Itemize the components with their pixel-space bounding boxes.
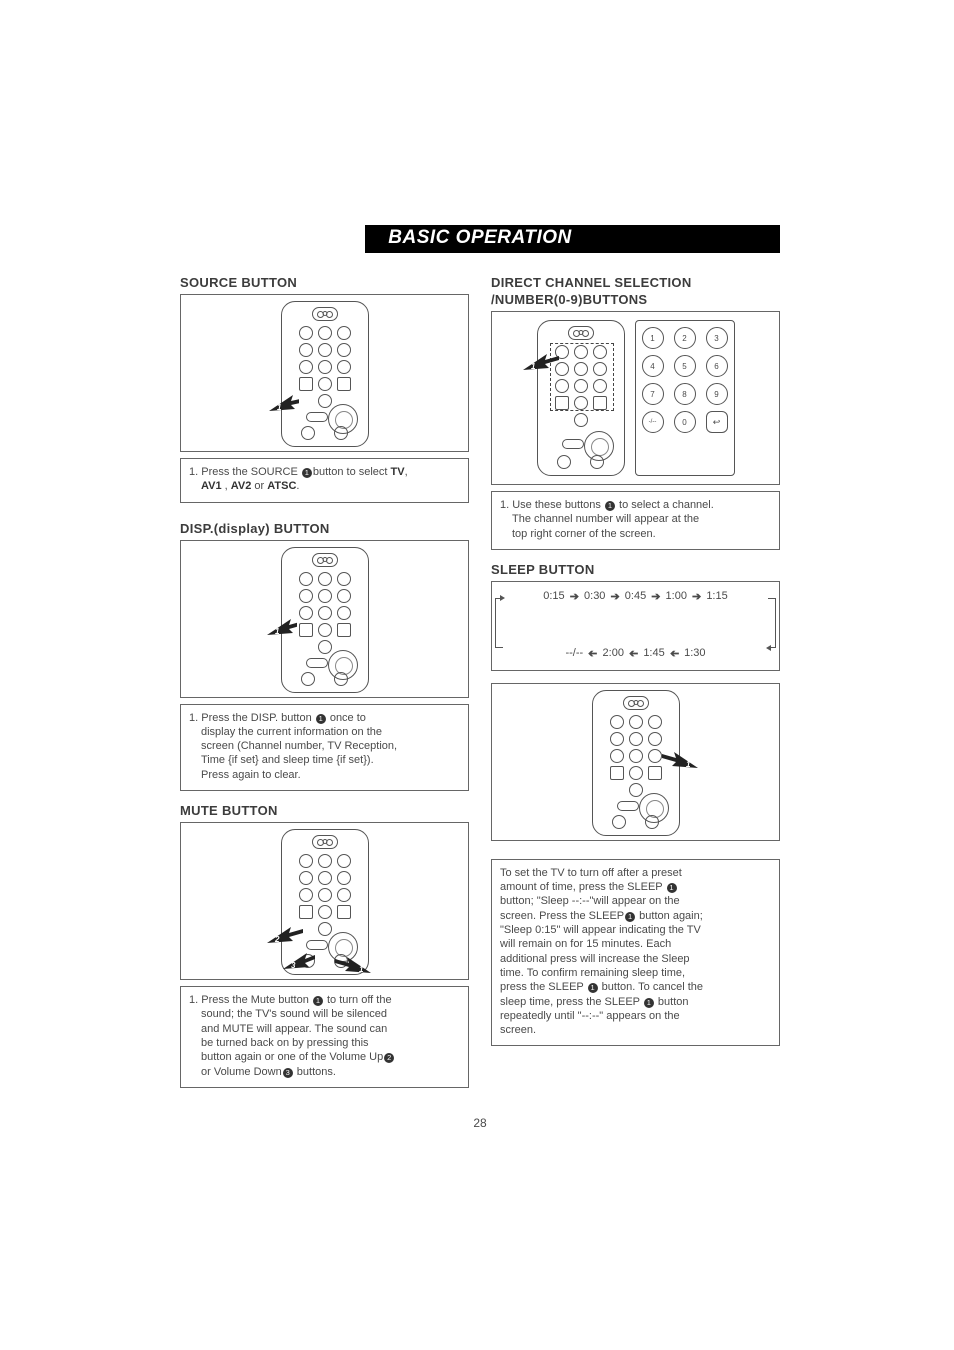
svg-text:1: 1: [359, 965, 364, 974]
key-5: 5: [674, 355, 696, 377]
key-7: 7: [642, 383, 664, 405]
arrow-right-icon: ➔: [567, 590, 582, 603]
key-9: 9: [706, 383, 728, 405]
arrow-left-icon: ➔: [626, 647, 641, 660]
figure-sleep-cycle: 0:15 ➔ 0:30 ➔ 0:45 ➔ 1:00 ➔ 1:15 --/-- ➔…: [491, 581, 780, 671]
keypad-callout: 1 2 3 4 5 6 7 8 9 -/-- 0 ↩: [635, 320, 735, 476]
pointer-1-icon: 1: [523, 352, 563, 374]
heading-direct-2: /NUMBER(0-9)BUTTONS: [491, 292, 780, 307]
page-number: 28: [180, 1116, 780, 1130]
arrow-left-icon: ➔: [585, 647, 600, 660]
figure-sleep-remote: 1: [491, 683, 780, 841]
svg-text:1: 1: [275, 627, 280, 636]
caption-source: 1. Press the SOURCE 1button to select TV…: [180, 458, 469, 503]
pointer-2-icon: 2: [267, 925, 307, 947]
pointer-1-icon: 1: [335, 955, 375, 977]
header-bar: BASIC OPERATION: [180, 225, 780, 253]
key-6: 6: [706, 355, 728, 377]
svg-text:3: 3: [291, 961, 296, 970]
heading-sleep: SLEEP BUTTON: [491, 562, 780, 577]
heading-mute: MUTE BUTTON: [180, 803, 469, 818]
figure-direct: 1 1 2 3 4 5 6 7 8 9 -/-- 0 ↩: [491, 311, 780, 485]
key-3: 3: [706, 327, 728, 349]
heading-disp: DISP.(display) BUTTON: [180, 521, 469, 536]
pointer-1-icon: 1: [267, 617, 297, 637]
heading-source: SOURCE BUTTON: [180, 275, 469, 290]
caption-disp: 1. Press the DISP. button 1 once to disp…: [180, 704, 469, 791]
key-4: 4: [642, 355, 664, 377]
svg-text:1: 1: [531, 362, 536, 371]
figure-mute-remote: 2 3 1: [180, 822, 469, 980]
arrow-right-icon: ➔: [607, 590, 622, 603]
svg-text:1: 1: [277, 403, 282, 412]
key-1: 1: [642, 327, 664, 349]
svg-text:1: 1: [686, 760, 691, 769]
key-0: 0: [674, 411, 696, 433]
pointer-1-icon: 1: [269, 393, 299, 413]
arrow-right-icon: ➔: [689, 590, 704, 603]
page-title: BASIC OPERATION: [180, 227, 780, 249]
svg-text:2: 2: [274, 935, 280, 944]
heading-direct-1: DIRECT CHANNEL SELECTION: [491, 275, 780, 290]
pointer-3-icon: 3: [283, 951, 323, 973]
caption-direct: 1. Use these buttons 1 to select a chann…: [491, 491, 780, 550]
caption-sleep: To set the TV to turn off after a preset…: [491, 859, 780, 1047]
ref-bullet: 1: [302, 468, 312, 478]
figure-disp-remote: 1: [180, 540, 469, 698]
key-dash: -/--: [642, 411, 664, 433]
key-2: 2: [674, 327, 696, 349]
key-8: 8: [674, 383, 696, 405]
pointer-1-icon: 1: [662, 750, 702, 772]
figure-source-remote: 1: [180, 294, 469, 452]
arrow-right-icon: ➔: [648, 590, 663, 603]
arrow-left-icon: ➔: [667, 647, 682, 660]
caption-mute: 1. Press the Mute button 1 to turn off t…: [180, 986, 469, 1088]
key-enter: ↩: [706, 411, 728, 433]
